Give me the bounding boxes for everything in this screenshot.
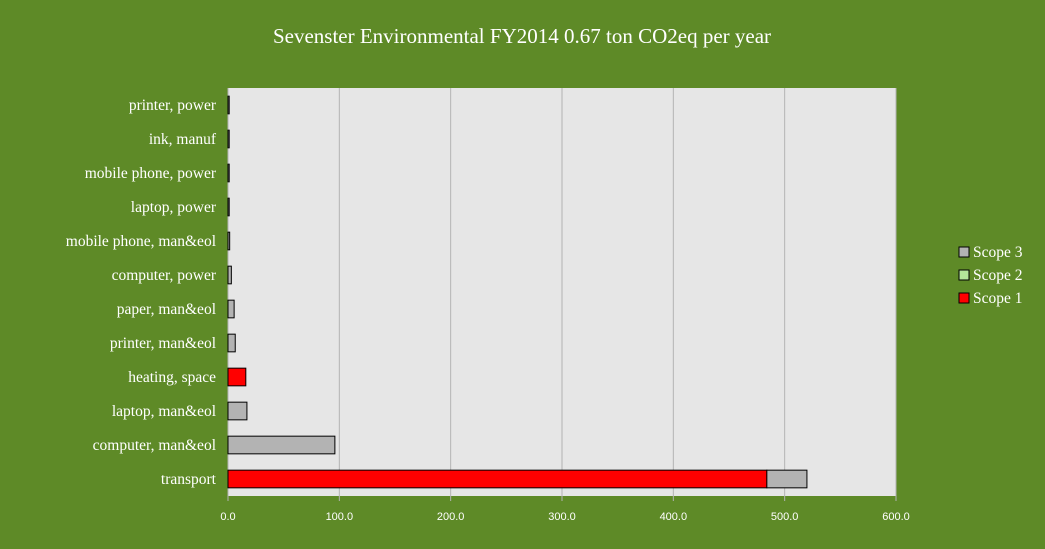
category-label: mobile phone, man&eol xyxy=(66,233,216,250)
legend-swatch xyxy=(958,292,970,304)
x-tick-labels: 0.0 100.0 200.0 300.0 400.0 500.0 600.0 xyxy=(220,511,909,523)
legend-swatch xyxy=(958,246,970,258)
category-label: laptop, power xyxy=(131,199,217,216)
bar-scope-3 xyxy=(227,129,230,149)
bar-scope-3 xyxy=(227,197,230,217)
x-tick-label: 100.0 xyxy=(326,511,354,523)
bar-scope-1 xyxy=(227,367,247,387)
bar-scope-3 xyxy=(227,265,232,285)
grid-lines xyxy=(227,88,897,501)
x-tick-label: 400.0 xyxy=(660,511,688,523)
category-label: computer, man&eol xyxy=(93,437,216,454)
x-tick-label: 200.0 xyxy=(437,511,465,523)
legend-label: Scope 1 xyxy=(973,290,1023,307)
chart-title: Sevenster Environmental FY2014 0.67 ton … xyxy=(273,24,771,48)
category-label: printer, power xyxy=(129,97,217,114)
category-label: transport xyxy=(161,471,217,488)
category-label: mobile phone, power xyxy=(85,165,217,182)
legend-label: Scope 2 xyxy=(973,267,1023,284)
category-label: paper, man&eol xyxy=(117,301,216,318)
bar-scope-3 xyxy=(227,401,248,421)
category-label: ink, manuf xyxy=(149,131,217,148)
bar-scope-3 xyxy=(766,469,808,489)
bar-scope-3 xyxy=(227,299,235,319)
category-label: computer, power xyxy=(112,267,217,284)
category-labels: printer, power ink, manuf mobile phone, po… xyxy=(66,97,217,488)
category-label: printer, man&eol xyxy=(110,335,216,352)
bar-scope-1 xyxy=(227,469,768,489)
x-tick-label: 600.0 xyxy=(882,511,910,523)
x-tick-label: 500.0 xyxy=(771,511,799,523)
legend-swatch xyxy=(958,269,970,281)
bar-scope-3 xyxy=(227,231,231,251)
bar-scope-3 xyxy=(227,163,230,183)
category-label: heating, space xyxy=(128,369,216,386)
legend: Scope 3 Scope 2 Scope 1 xyxy=(958,244,1023,307)
bars xyxy=(227,95,808,489)
category-label: laptop, man&eol xyxy=(112,403,216,420)
bar-scope-3 xyxy=(227,333,236,353)
legend-label: Scope 3 xyxy=(973,244,1023,261)
bar-scope-3 xyxy=(227,435,336,455)
bar-scope-3 xyxy=(227,95,230,115)
x-tick-label: 300.0 xyxy=(548,511,576,523)
x-tick-label: 0.0 xyxy=(220,511,235,523)
